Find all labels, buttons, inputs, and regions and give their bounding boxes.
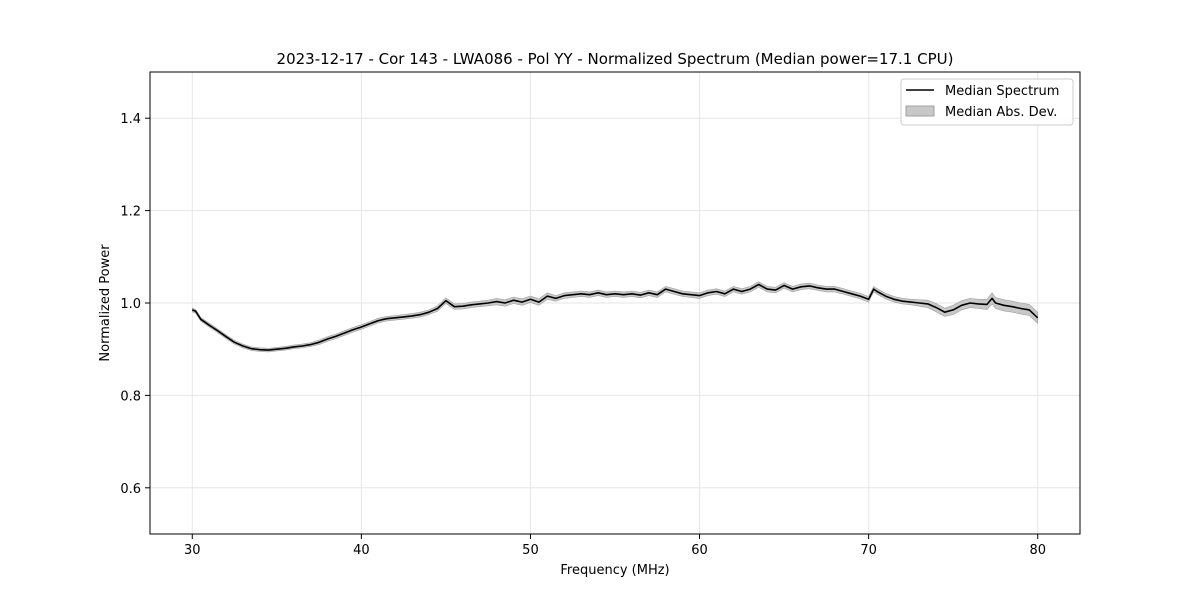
- x-tick-label: 60: [691, 543, 708, 558]
- y-tick-label: 0.6: [120, 482, 141, 497]
- x-tick-label: 70: [860, 543, 877, 558]
- median-line-layer: [191, 283, 1039, 351]
- x-tick-label: 40: [353, 543, 370, 558]
- legend-band-swatch: [905, 105, 935, 117]
- legend: Median Spectrum Median Abs. Dev.: [900, 78, 1074, 126]
- y-axis-label: Normalized Power: [98, 244, 113, 362]
- median-spectrum-line: [191, 283, 1039, 351]
- chart-title: 2023-12-17 - Cor 143 - LWA086 - Pol YY -…: [277, 50, 954, 68]
- y-tick-label: 1.2: [120, 205, 141, 220]
- x-axis-label: Frequency (MHz): [560, 563, 669, 578]
- x-tick-label: 80: [1029, 543, 1046, 558]
- y-tick-label: 0.8: [120, 389, 141, 404]
- y-axis-ticks: 0.6 0.8 1.0 1.2 1.4: [120, 112, 150, 497]
- x-tick-label: 50: [522, 543, 539, 558]
- legend-median-abs-dev: Median Abs. Dev.: [945, 105, 1057, 120]
- x-tick-label: 30: [184, 543, 201, 558]
- median-abs-dev-band: [192, 281, 1038, 353]
- mad-band-layer: [192, 281, 1038, 353]
- legend-median-spectrum: Median Spectrum: [945, 84, 1059, 99]
- x-axis-ticks: 30 40 50 60 70 80: [184, 534, 1046, 558]
- y-tick-label: 1.4: [120, 112, 141, 127]
- y-tick-label: 1.0: [120, 297, 141, 312]
- legend-frame: [900, 78, 1074, 126]
